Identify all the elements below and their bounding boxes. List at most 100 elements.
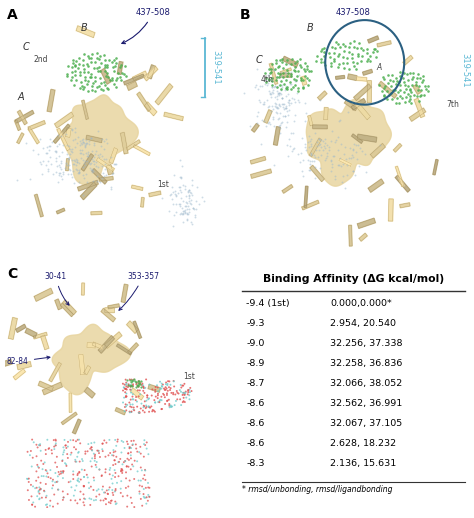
Polygon shape bbox=[91, 211, 102, 215]
Point bbox=[123, 392, 130, 400]
Point bbox=[317, 139, 324, 148]
Point bbox=[130, 437, 137, 445]
Point bbox=[292, 77, 299, 85]
Text: 30-41: 30-41 bbox=[45, 272, 69, 305]
Point bbox=[126, 408, 134, 416]
Polygon shape bbox=[302, 200, 319, 210]
Point bbox=[260, 100, 268, 109]
Point bbox=[305, 143, 313, 151]
Point bbox=[78, 136, 86, 144]
Point bbox=[264, 119, 272, 127]
Point bbox=[139, 387, 147, 395]
Point bbox=[383, 95, 391, 103]
Point bbox=[276, 128, 283, 137]
Point bbox=[73, 155, 81, 164]
Point bbox=[101, 165, 109, 173]
Point bbox=[298, 134, 306, 142]
Point bbox=[253, 65, 261, 74]
Point bbox=[167, 403, 175, 411]
Point bbox=[182, 192, 190, 200]
Point bbox=[110, 80, 118, 89]
Point bbox=[246, 122, 254, 130]
Point bbox=[103, 63, 111, 71]
Point bbox=[276, 81, 283, 90]
Point bbox=[172, 391, 179, 399]
Point bbox=[306, 157, 313, 165]
Point bbox=[296, 159, 303, 167]
Point bbox=[380, 73, 387, 81]
Point bbox=[137, 405, 145, 413]
Point bbox=[262, 122, 269, 131]
Point bbox=[70, 160, 78, 168]
Point bbox=[345, 65, 352, 73]
Polygon shape bbox=[109, 148, 118, 164]
Point bbox=[140, 440, 148, 448]
Polygon shape bbox=[128, 343, 138, 354]
Point bbox=[100, 488, 108, 497]
Point bbox=[165, 396, 173, 404]
Point bbox=[122, 385, 129, 393]
Point bbox=[407, 89, 415, 97]
Point bbox=[74, 477, 82, 485]
Point bbox=[283, 107, 291, 116]
Point bbox=[62, 164, 69, 172]
Point bbox=[122, 393, 129, 401]
Point bbox=[88, 495, 95, 503]
Point bbox=[273, 59, 280, 67]
Point bbox=[268, 81, 276, 89]
Point bbox=[29, 482, 37, 491]
Point bbox=[283, 104, 290, 112]
Point bbox=[130, 475, 138, 483]
Point bbox=[142, 484, 150, 492]
Text: -9.3: -9.3 bbox=[246, 320, 265, 328]
Point bbox=[55, 169, 63, 177]
Point bbox=[261, 69, 269, 77]
Point bbox=[81, 65, 88, 73]
Point bbox=[23, 474, 31, 483]
Point bbox=[354, 60, 361, 68]
Point bbox=[179, 381, 186, 390]
Point bbox=[114, 68, 121, 77]
Point bbox=[344, 108, 351, 117]
Point bbox=[70, 443, 78, 451]
Point bbox=[61, 459, 69, 467]
Polygon shape bbox=[15, 120, 20, 131]
Point bbox=[119, 386, 127, 395]
Point bbox=[127, 382, 135, 391]
Point bbox=[82, 149, 90, 157]
Point bbox=[29, 146, 36, 154]
Polygon shape bbox=[313, 125, 327, 129]
Point bbox=[137, 390, 144, 398]
Point bbox=[127, 402, 134, 411]
Point bbox=[72, 61, 79, 69]
Point bbox=[54, 472, 62, 481]
Point bbox=[280, 69, 287, 77]
Polygon shape bbox=[17, 362, 31, 370]
Point bbox=[82, 141, 89, 149]
Point bbox=[91, 73, 99, 81]
Polygon shape bbox=[54, 124, 70, 143]
Point bbox=[55, 485, 62, 494]
Point bbox=[47, 160, 55, 168]
Point bbox=[88, 463, 95, 471]
Point bbox=[199, 193, 206, 201]
Point bbox=[44, 436, 51, 444]
Point bbox=[101, 495, 109, 503]
Text: 2.136, 15.631: 2.136, 15.631 bbox=[330, 459, 396, 468]
Point bbox=[95, 447, 102, 455]
Point bbox=[90, 139, 97, 148]
Point bbox=[111, 62, 119, 70]
Point bbox=[80, 482, 88, 491]
Point bbox=[304, 81, 312, 89]
Point bbox=[138, 381, 146, 389]
Point bbox=[412, 78, 419, 87]
Point bbox=[73, 476, 81, 484]
Point bbox=[63, 130, 70, 138]
Point bbox=[66, 150, 73, 158]
Point bbox=[43, 142, 50, 151]
Point bbox=[163, 397, 171, 405]
Point bbox=[53, 168, 60, 177]
Point bbox=[65, 153, 73, 162]
Point bbox=[156, 384, 164, 393]
Point bbox=[143, 493, 150, 501]
